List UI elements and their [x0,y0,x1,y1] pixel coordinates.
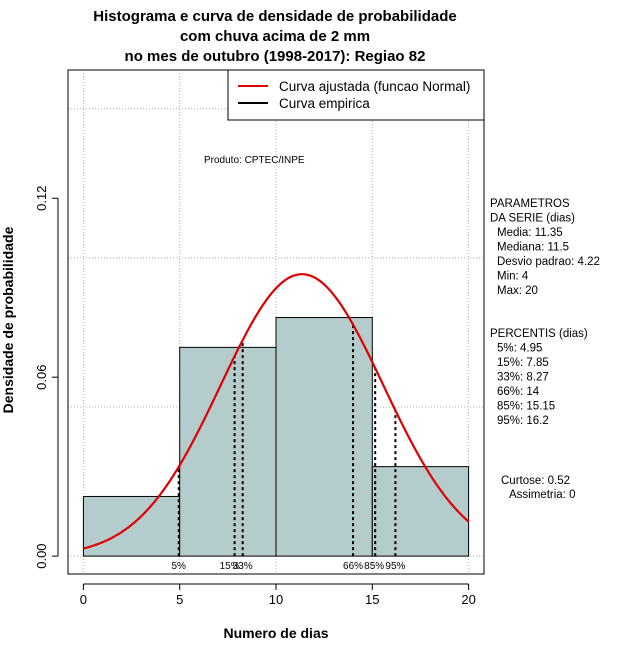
percentil-item: 85%: 15.15 [497,401,555,413]
title-line-2: com chuva acima de 2 mm [180,28,370,45]
curtose-label: Curtose: 0.52 [501,475,570,487]
params-header: PARAMETROS [490,198,570,210]
percentile-label: 66% [343,561,363,572]
percentil-item: 15%: 7.85 [497,357,549,369]
percentil-item: 33%: 8.27 [497,372,549,384]
percentil-item: 66%: 14 [497,386,540,398]
x-tick-label: 5 [176,592,183,607]
percentile-label: 95% [385,561,405,572]
y-axis-label: Densidade de probabilidade [0,226,16,413]
x-tick-label: 15 [365,592,379,607]
x-tick-label: 20 [461,592,475,607]
x-tick-label: 10 [269,592,283,607]
param-item: Max: 20 [497,285,538,297]
product-label: Produto: CPTEC/INPE [204,155,305,166]
param-item: Min: 4 [497,271,529,283]
percentil-item: 5%: 4.95 [497,343,542,355]
param-item: Desvio padrao: 4.22 [497,256,600,268]
title-line-1: Histograma e curva de densidade de proba… [93,8,456,25]
chart-title: Histograma e curva de densidade de proba… [93,8,456,65]
normal-curve-line [83,273,470,550]
normal-curve [83,273,470,550]
legend-entry: Curva ajustada (funcao Normal) [279,79,470,94]
histogram-bars [82,317,470,557]
param-item: Mediana: 11.5 [497,242,569,254]
assimetria-label: Assimetria: 0 [509,489,575,501]
x-axis-label: Numero de dias [223,625,328,641]
params-header: DA SERIE (dias) [490,213,575,225]
side-annotations: PARAMETROS DA SERIE (dias) Media: 11.35 Med… [490,198,600,501]
percentile-label: 5% [172,561,187,572]
percentile-label: 33% [233,561,253,572]
title-line-3: no mes de outubro (1998-2017): Regiao 82 [125,48,426,65]
histogram-bar [179,346,277,557]
percentil-item: 95%: 16.2 [497,415,549,427]
y-tick-label: 0.12 [34,186,49,211]
axes: 0 5 10 15 20 0.00 0.06 0.12 Numero de dias Densid… [0,186,476,641]
y-tick-label: 0.06 [34,365,49,390]
x-tick-label: 0 [80,592,87,607]
percentile-label: 15% [220,561,240,572]
histogram-bar [275,317,373,557]
legend: Curva ajustada (funcao Normal) Curva empi… [227,69,485,121]
param-item: Media: 11.35 [497,227,563,239]
legend-box [227,69,485,121]
y-tick-label: 0.00 [34,543,49,568]
percentile-lines: 5% 15%33% 66% 85% 95% [172,324,406,572]
legend-entry: Curva empirica [279,96,370,111]
histogram-bar [371,466,470,557]
percentile-label: 85% [364,561,384,572]
percentis-header: PERCENTIS (dias) [490,328,588,340]
histogram-bar [82,495,181,557]
